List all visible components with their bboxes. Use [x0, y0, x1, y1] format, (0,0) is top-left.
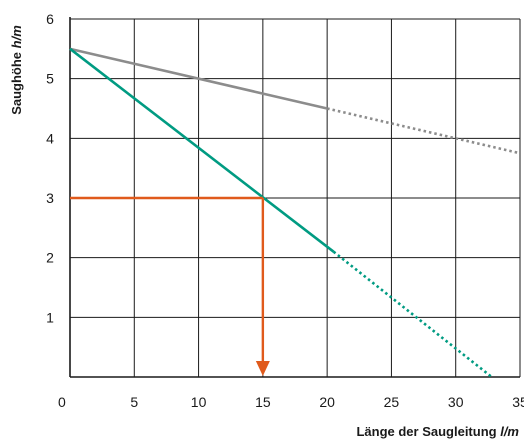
series-2-dotted-extension [332, 250, 493, 379]
series-1-dotted-extension [326, 107, 521, 155]
series-layer [69, 47, 521, 379]
x-tick-label: 0 [58, 394, 66, 410]
series-2-solid-line [69, 47, 335, 253]
x-tick-label: 15 [255, 394, 271, 410]
x-tick-label: 20 [319, 394, 335, 410]
x-tick-label: 10 [191, 394, 207, 410]
x-tick-label: 30 [448, 394, 464, 410]
annotation-layer [70, 196, 270, 376]
tick-labels: 0 5 10 15 20 25 30 35 1 2 3 4 5 6 [46, 11, 524, 410]
y-tick-label: 3 [46, 190, 54, 206]
y-tick-label: 1 [46, 309, 54, 325]
y-axis-title: Saughöhe h/m [9, 25, 24, 115]
x-tick-label: 35 [512, 394, 524, 410]
x-tick-label: 5 [130, 394, 138, 410]
series-1-solid-line [69, 47, 328, 110]
x-tick-label: 25 [384, 394, 400, 410]
y-tick-label: 2 [46, 250, 54, 266]
y-tick-label: 4 [46, 130, 54, 146]
y-tick-label: 5 [46, 71, 54, 87]
arrow-head [255, 361, 270, 376]
y-tick-label: 6 [46, 11, 54, 27]
x-axis-title: Länge der Saugleitung l/m [356, 424, 519, 439]
